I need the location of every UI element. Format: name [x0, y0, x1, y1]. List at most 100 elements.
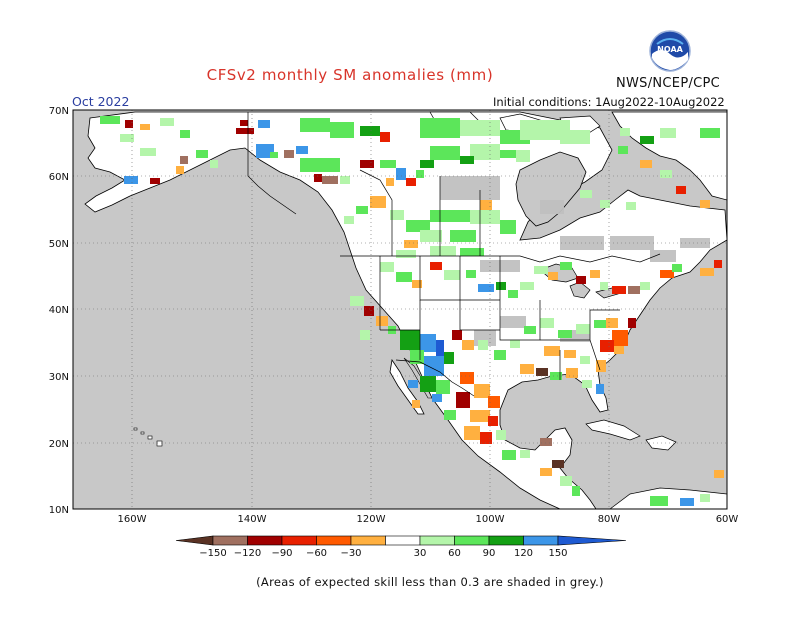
- graticule: [73, 110, 727, 509]
- anomaly-cell: [420, 160, 434, 168]
- anomaly-cell: [100, 116, 120, 124]
- anomaly-cell: [700, 268, 714, 276]
- anomaly-cell: [660, 270, 674, 278]
- colorbar-tick: 120: [514, 548, 533, 559]
- anomaly-cell: [560, 476, 572, 486]
- colorbar-segment: [212, 535, 248, 546]
- anomaly-cell: [420, 118, 460, 138]
- colorbar-right-arrow: [557, 535, 627, 546]
- anomaly-cell: [626, 202, 636, 210]
- anomaly-cell: [628, 318, 636, 328]
- agency-label: NWS/NCEP/CPC: [616, 76, 721, 91]
- anomaly-cell: [410, 350, 424, 364]
- lat-label: 20N: [49, 439, 69, 450]
- anomaly-cell: [576, 324, 590, 334]
- anomaly-cell: [548, 272, 558, 280]
- anomaly-cell: [700, 200, 710, 208]
- anomaly-cell: [640, 136, 654, 144]
- anomaly-cell: [612, 330, 628, 346]
- anomaly-cell: [600, 200, 610, 208]
- anomaly-cell: [510, 340, 520, 348]
- colorbar-tick: −30: [340, 548, 361, 559]
- anomaly-cell: [416, 170, 424, 178]
- anomaly-cell: [424, 356, 444, 376]
- anomaly-cell: [580, 356, 590, 364]
- anomaly-cell: [300, 158, 340, 172]
- colorbar-tick: −150: [199, 548, 226, 559]
- anomaly-cell: [396, 168, 406, 180]
- map-frame: [72, 109, 728, 510]
- anomaly-cell: [180, 130, 190, 138]
- anomaly-cell: [125, 120, 133, 128]
- anomaly-cell: [444, 270, 460, 280]
- anomaly-cell: [396, 272, 412, 282]
- anomaly-cell: [140, 148, 156, 156]
- anomaly-cell: [460, 156, 474, 164]
- anomaly-cell: [420, 376, 436, 392]
- low-skill-shading: [440, 176, 710, 346]
- anomaly-cell: [340, 176, 350, 184]
- anomaly-cell: [500, 150, 516, 158]
- anomaly-cell: [444, 410, 456, 420]
- north-america-landmass: [84, 111, 727, 509]
- anomaly-cell: [524, 326, 536, 334]
- anomaly-cell: [612, 286, 626, 294]
- anomaly-cell: [408, 380, 418, 388]
- anomaly-cell: [660, 128, 676, 138]
- anomaly-cell: [344, 216, 354, 224]
- anomaly-cell: [496, 430, 506, 440]
- anomaly-cell: [412, 280, 422, 288]
- anomaly-cell: [496, 282, 506, 290]
- anomaly-cell: [210, 160, 218, 168]
- anomaly-cell: [680, 498, 694, 506]
- anomaly-cell: [470, 210, 500, 224]
- anomaly-cell: [400, 330, 420, 350]
- map-title: CFSv2 monthly SM anomalies (mm): [206, 66, 494, 84]
- anomaly-cell: [672, 264, 682, 272]
- anomaly-cell: [124, 176, 138, 184]
- anomaly-cell: [582, 380, 592, 388]
- anomaly-cell: [364, 306, 374, 316]
- anomaly-cell: [370, 196, 386, 208]
- anomaly-cell: [640, 160, 652, 168]
- anomaly-cell: [150, 178, 160, 184]
- anomaly-cell: [520, 282, 534, 290]
- colorbar-segment: [350, 535, 386, 546]
- anomaly-cell: [380, 262, 394, 272]
- anomaly-cell: [600, 340, 614, 352]
- lat-label: 50N: [49, 239, 69, 250]
- anomaly-cell: [430, 246, 456, 256]
- initial-conditions: Initial conditions: 1Aug2022-10Aug2022: [493, 95, 725, 109]
- anomaly-cell: [596, 384, 604, 394]
- anomaly-cell: [256, 144, 274, 158]
- anomaly-cell: [176, 166, 184, 174]
- anomaly-cell: [628, 286, 640, 294]
- lat-label: 40N: [49, 305, 69, 316]
- anomaly-cell: [650, 496, 668, 506]
- anomaly-cell: [140, 124, 150, 130]
- colorbar-segment: [454, 535, 490, 546]
- anomaly-cell: [444, 352, 454, 364]
- noaa-logo-text: NOAA: [657, 45, 683, 54]
- anomaly-cell: [330, 122, 354, 138]
- cuba: [585, 419, 641, 441]
- lon-label: 160W: [118, 514, 147, 525]
- anomaly-cell: [360, 160, 374, 168]
- political-boundaries: [247, 112, 661, 397]
- anomaly-cell: [508, 290, 518, 298]
- anomaly-cell: [520, 364, 534, 374]
- anomaly-cell: [502, 450, 516, 460]
- anomaly-cell: [714, 470, 724, 478]
- anomaly-cell: [196, 150, 208, 158]
- colorbar-tick: 90: [483, 548, 496, 559]
- colorbar-tick: 60: [448, 548, 461, 559]
- skill-footnote: (Areas of expected skill less than 0.3 a…: [256, 575, 604, 589]
- anomaly-cell: [714, 260, 722, 268]
- anomaly-cell: [600, 282, 608, 290]
- anomaly-cell: [478, 340, 488, 350]
- anomaly-cell: [540, 438, 552, 446]
- colorbar-segment: [523, 535, 559, 546]
- anomaly-cell: [466, 270, 476, 278]
- colorbar-left-arrow: [175, 535, 214, 546]
